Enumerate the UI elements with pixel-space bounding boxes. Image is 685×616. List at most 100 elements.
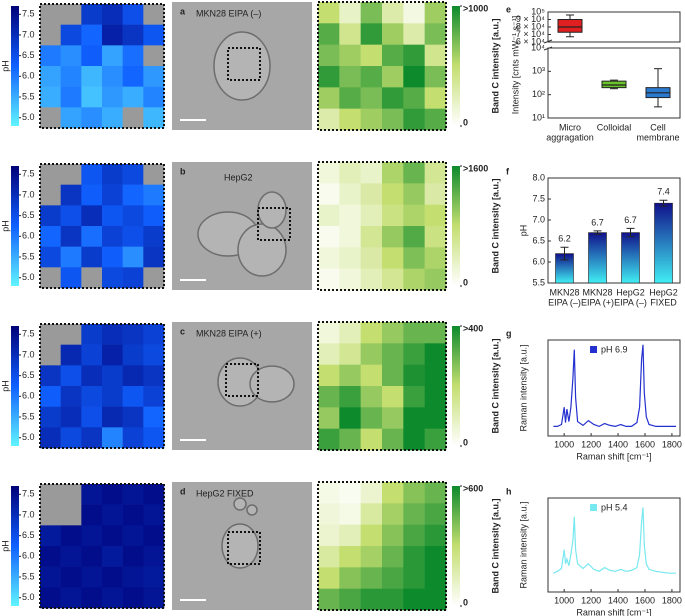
ph-cell (81, 246, 103, 268)
x-tick-label: 1200 (581, 439, 601, 449)
ph-cell (143, 107, 165, 129)
error-bar (626, 227, 635, 238)
ph-cell (122, 587, 144, 609)
ph-cell (81, 4, 103, 25)
intensity-axis-label: Band C intensity [a.u.] (490, 18, 500, 113)
intensity-cell (360, 44, 383, 67)
y-tick-label: 7.0 (532, 214, 545, 224)
intensity-cell (318, 247, 340, 269)
ph-cell (122, 4, 144, 25)
intensity-cell (403, 226, 425, 248)
ph-cell (122, 45, 144, 67)
ph-cell (102, 484, 123, 505)
intensity-cell (382, 23, 404, 45)
intensity-cell (382, 183, 404, 205)
ph-tick-label: 7.5 (22, 329, 35, 339)
ph-tick-label: 5.5 (22, 571, 35, 581)
ph-cell (40, 566, 61, 588)
ph-cell (40, 365, 61, 387)
ph-colorbar (11, 6, 19, 126)
ph-cell (102, 324, 123, 345)
y-tick-label: 8.0 (532, 172, 545, 182)
intensity-cell (339, 322, 361, 344)
ph-cell (81, 184, 103, 206)
intensity-cell (424, 407, 447, 429)
ph-cell (40, 66, 61, 87)
ph-cell (40, 86, 61, 108)
ph-cell (81, 66, 103, 87)
axes-frame (547, 47, 681, 119)
intensity-cell (339, 44, 361, 67)
intensity-cell (360, 482, 383, 504)
intensity-cell (360, 66, 383, 88)
y-tick-label: 10⁵ (531, 6, 545, 16)
ph-cell (81, 406, 103, 428)
intensity-cell (360, 407, 383, 429)
intensity-cell (403, 183, 425, 205)
ph-cell (143, 344, 165, 366)
ph-cell (143, 386, 165, 407)
intensity-cell (318, 364, 340, 387)
intensity-cell (403, 44, 425, 67)
ph-cell (143, 205, 165, 227)
ph-cell (102, 164, 123, 185)
ph-cell (60, 246, 82, 268)
no-data-cell (143, 4, 165, 25)
roi (227, 47, 261, 81)
ph-cell (60, 226, 82, 247)
ph-cell (81, 546, 103, 567)
spectrum-line (553, 507, 676, 574)
y-tick-label: 10³ (532, 66, 545, 76)
intensity-cell (382, 162, 404, 184)
panel-letter: a (180, 6, 186, 16)
x-axis-label: Raman shift [cm⁻¹] (576, 607, 651, 616)
intensity-cell (318, 588, 340, 611)
value-label: 6.7 (624, 215, 637, 225)
ph-cell (122, 484, 144, 505)
intensity-cell (360, 162, 383, 184)
cell (249, 365, 295, 403)
intensity-cell (382, 482, 404, 504)
ph-cell (143, 184, 165, 206)
ph-cell (81, 504, 103, 526)
ph-cell (81, 24, 103, 46)
intensity-cell (339, 183, 361, 205)
ph-tick-label: 7.5 (22, 9, 35, 19)
value-label: 7.4 (657, 187, 670, 197)
ph-cell (60, 66, 82, 87)
intensity-cell (360, 322, 383, 344)
cell (237, 223, 287, 277)
ph-cell (102, 386, 123, 407)
ph-cell (81, 86, 103, 108)
cell (221, 523, 259, 569)
no-data-cell (60, 484, 82, 505)
ph-cell (81, 205, 103, 227)
no-data-cell (122, 107, 144, 129)
no-data-cell (143, 267, 165, 289)
x-tick-label: HepG2 (616, 287, 645, 297)
x-tick-label: Cell (650, 122, 666, 132)
y-tick-label: 6 × 10⁴ (516, 36, 545, 46)
legend-label: pH 6.9 (601, 344, 628, 354)
y-tick-label: 8 × 10⁴ (516, 21, 545, 31)
ph-cell (60, 365, 82, 387)
intensity-cell (318, 87, 340, 109)
intensity-axis-label: Band C intensity [a.u.] (490, 498, 500, 593)
ph-cell (143, 226, 165, 247)
intensity-colorbar (452, 486, 460, 606)
legend-label: pH 5.4 (601, 502, 628, 512)
ph-cell (122, 324, 144, 345)
no-data-cell (40, 4, 61, 25)
ph-cell (40, 45, 61, 67)
ph-cell (81, 45, 103, 67)
x-tick-label: EIPA (–) (548, 297, 581, 307)
x-tick-label: 1400 (608, 595, 628, 605)
ph-cell (143, 525, 165, 547)
intensity-cell (382, 108, 404, 131)
intensity-cell (424, 226, 447, 248)
intensity-cell (318, 386, 340, 408)
intensity-cell (382, 87, 404, 109)
ph-cell (122, 365, 144, 387)
intensity-cell (360, 428, 383, 451)
